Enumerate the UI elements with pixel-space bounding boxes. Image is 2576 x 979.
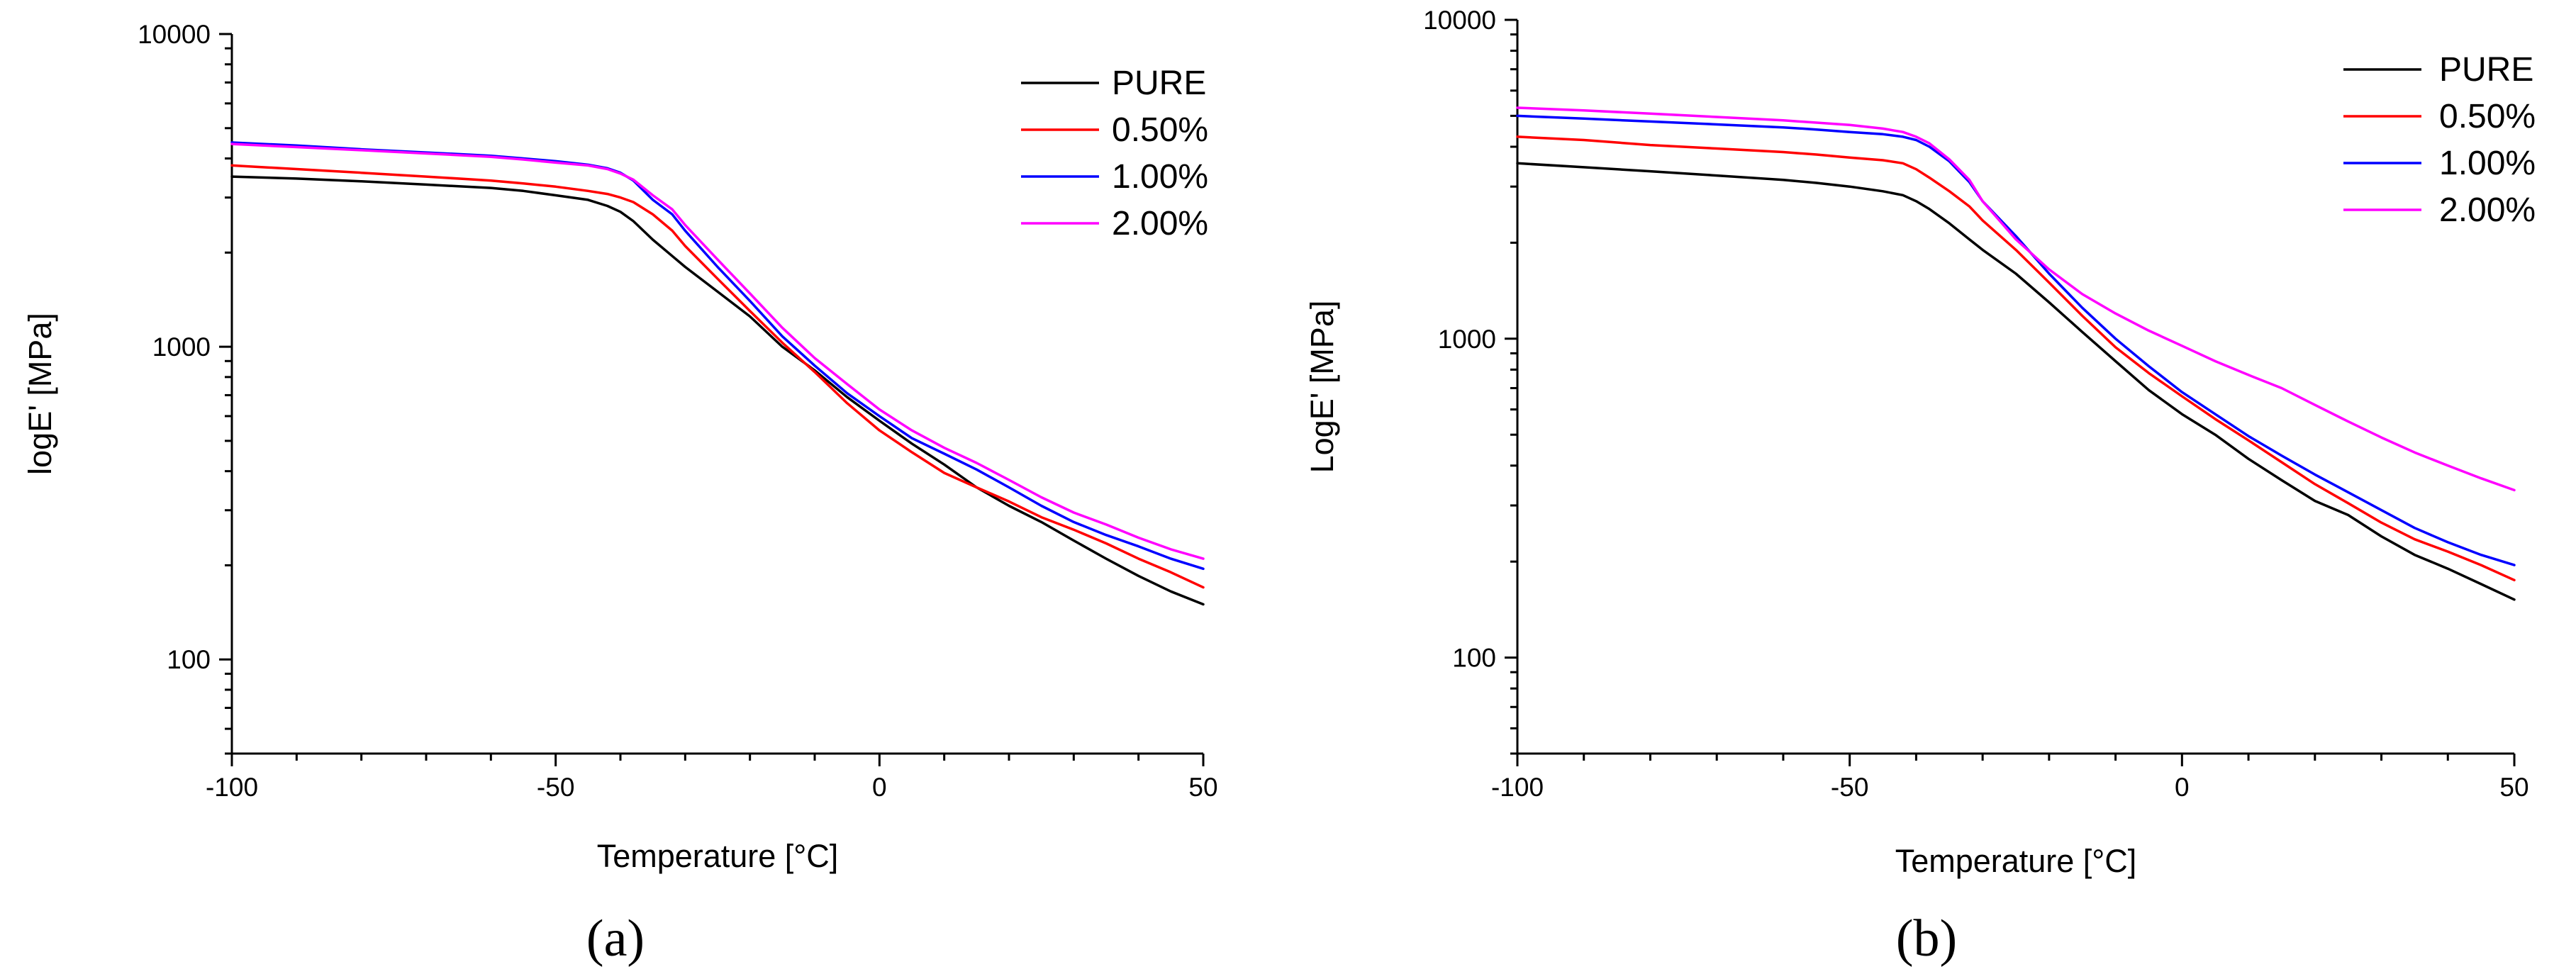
y-axis-title: LogE' [MPa] — [1304, 301, 1340, 474]
x-axis-title: Temperature [°C] — [597, 838, 839, 874]
x-tick-label: -100 — [206, 773, 258, 802]
x-tick-label: 0 — [872, 773, 887, 802]
panel-caption: (a) — [586, 910, 645, 968]
series-line-200-a — [230, 142, 1205, 560]
legend-label: 1.00% — [2439, 145, 2536, 182]
y-tick-label: 10000 — [138, 20, 211, 49]
series-line-PURE-b — [1516, 162, 2516, 601]
x-tick-label: -50 — [1831, 773, 1868, 802]
x-tick-label: 50 — [2499, 773, 2528, 802]
x-tick-label: 50 — [1188, 773, 1217, 802]
y-tick-label: 10000 — [1423, 6, 1496, 35]
series-line-050-a — [230, 164, 1205, 589]
legend-label: PURE — [2439, 51, 2533, 89]
legend-label: 0.50% — [1112, 111, 1208, 149]
chart-panel-b: -100 -50 0 50 100 1000 10000 Temperature [°C] Lo… — [1304, 6, 2536, 968]
y-axis-title: logE' [MPa] — [22, 313, 58, 475]
y-tick-label: 1000 — [1438, 325, 1496, 354]
y-tick-label: 100 — [1452, 644, 1496, 673]
y-tick-label: 100 — [167, 645, 211, 674]
series-line-200-b — [1516, 106, 2516, 492]
x-axis-title: Temperature [°C] — [1895, 843, 2137, 879]
panel-caption: (b) — [1896, 910, 1957, 968]
series-line-PURE-a — [230, 175, 1205, 606]
legend-label: PURE — [1112, 65, 1206, 102]
x-tick-label: 0 — [2175, 773, 2190, 802]
legend-label: 2.00% — [1112, 205, 1208, 242]
chart-panel-a: -100 -50 0 50 100 1000 10000 Temperature [°C] lo… — [22, 20, 1218, 968]
x-tick-label: -100 — [1491, 773, 1544, 802]
series-line-100-b — [1516, 114, 2516, 566]
legend-label: 0.50% — [2439, 98, 2536, 135]
y-tick-label: 1000 — [152, 332, 211, 362]
legend-label: 1.00% — [1112, 158, 1208, 196]
x-tick-label: -50 — [537, 773, 574, 802]
legend-label: 2.00% — [2439, 191, 2536, 229]
series-line-050-b — [1516, 135, 2516, 582]
